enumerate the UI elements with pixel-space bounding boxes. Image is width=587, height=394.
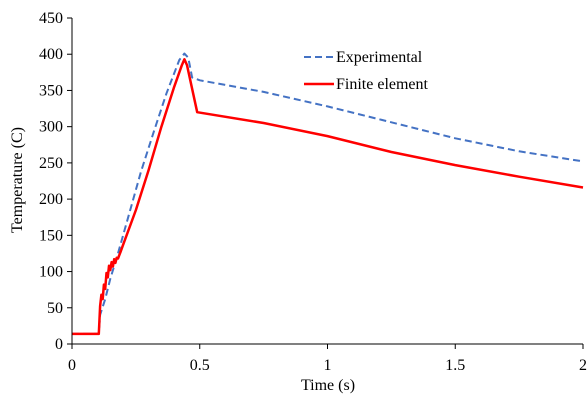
x-axis: 0 0.5 1 1.5 2 <box>68 343 587 374</box>
legend-label-experimental: Experimental <box>336 49 423 66</box>
y-tick-label: 0 <box>55 336 63 353</box>
series-line-experimental <box>72 52 584 335</box>
x-axis-title: Time (s) <box>301 377 355 394</box>
legend-item-experimental: Experimental <box>304 49 423 66</box>
legend-label-finite-element: Finite element <box>336 76 429 93</box>
series-line-finite-element <box>72 58 584 336</box>
y-tick-label: 200 <box>39 191 63 208</box>
series-lines <box>72 52 584 336</box>
y-axis: 0 50 100 150 200 250 300 350 400 450 <box>39 10 73 353</box>
y-tick-label: 50 <box>47 300 63 317</box>
x-tick-label: 0 <box>68 357 76 374</box>
x-tick-label: 2 <box>579 357 587 374</box>
x-tick-label: 1 <box>324 357 332 374</box>
x-ticks <box>71 344 584 349</box>
y-ticks <box>67 17 72 345</box>
x-tick-labels: 0 0.5 1 1.5 2 <box>68 357 587 374</box>
y-tick-labels: 0 50 100 150 200 250 300 350 400 450 <box>39 10 63 353</box>
x-tick-label: 1.5 <box>445 357 465 374</box>
y-tick-label: 450 <box>39 10 63 27</box>
x-tick-label: 0.5 <box>190 357 210 374</box>
y-tick-label: 300 <box>39 119 63 136</box>
y-tick-label: 100 <box>39 264 63 281</box>
y-axis-title: Temperature (C) <box>9 127 26 233</box>
y-tick-label: 150 <box>39 227 63 244</box>
y-tick-label: 250 <box>39 155 63 172</box>
legend-item-finite-element: Finite element <box>304 76 429 93</box>
y-tick-label: 350 <box>39 82 63 99</box>
legend: Experimental Finite element <box>304 49 429 93</box>
y-tick-label: 400 <box>39 46 63 63</box>
